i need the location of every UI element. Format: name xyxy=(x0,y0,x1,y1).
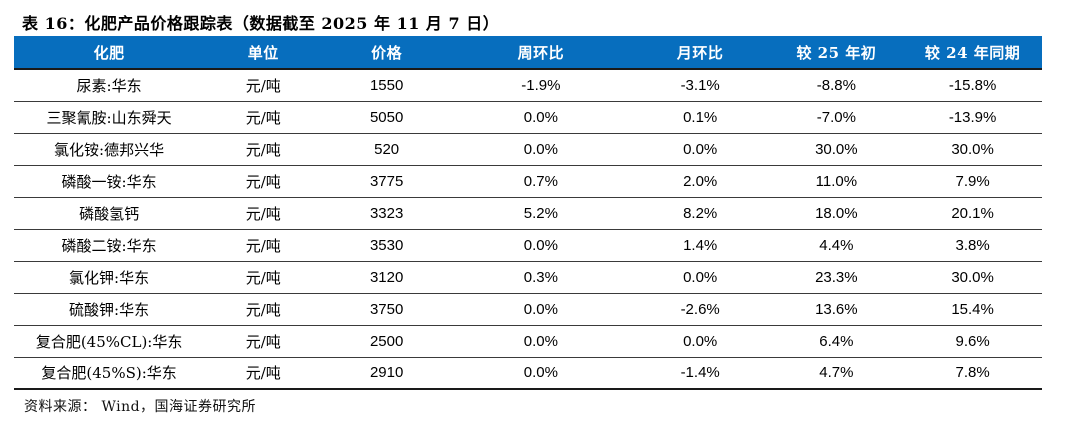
price-cell: 520 xyxy=(322,133,451,166)
ytd-change-cell: 30.0% xyxy=(769,133,904,166)
yoy-change-cell: 9.6% xyxy=(903,325,1042,358)
mom-cell: 8.2% xyxy=(630,197,770,230)
product-cell: 磷酸一铵:华东 xyxy=(14,165,205,198)
unit-cell: 元/吨 xyxy=(204,101,323,134)
yoy-change-cell: -13.9% xyxy=(903,101,1042,134)
header-mom: 月环比 xyxy=(630,36,770,70)
header-price: 价格 xyxy=(322,36,451,70)
header-wow: 周环比 xyxy=(450,36,631,70)
product-cell: 磷酸氢钙 xyxy=(14,197,205,230)
product-cell: 三聚氰胺:山东舜天 xyxy=(14,101,205,134)
unit-cell: 元/吨 xyxy=(204,165,323,198)
wow-cell: 0.0% xyxy=(450,293,631,326)
header-unit: 单位 xyxy=(204,36,323,70)
header-vs-24yoy: 较 24 年同期 xyxy=(903,36,1042,70)
product-cell: 复合肥(45%CL):华东 xyxy=(14,325,205,358)
ytd-change-cell: 4.4% xyxy=(769,229,904,262)
product-cell: 氯化铵:德邦兴华 xyxy=(14,133,205,166)
wow-cell: 0.0% xyxy=(450,133,631,166)
ytd-change-cell: 11.0% xyxy=(769,165,904,198)
mom-cell: 0.1% xyxy=(630,101,770,134)
ytd-change-cell: 18.0% xyxy=(769,197,904,230)
unit-cell: 元/吨 xyxy=(204,197,323,230)
price-cell: 3750 xyxy=(322,293,451,326)
wow-cell: 0.3% xyxy=(450,261,631,294)
yoy-change-cell: -15.8% xyxy=(903,69,1042,102)
mom-cell: 0.0% xyxy=(630,325,770,358)
yoy-change-cell: 30.0% xyxy=(903,133,1042,166)
mom-cell: -2.6% xyxy=(630,293,770,326)
yoy-change-cell: 3.8% xyxy=(903,229,1042,262)
ytd-change-cell: -8.8% xyxy=(769,69,904,102)
ytd-change-cell: -7.0% xyxy=(769,101,904,134)
table-row: 磷酸一铵:华东 元/吨 3775 0.7% 2.0% 11.0% 7.9% xyxy=(14,165,1042,198)
yoy-change-cell: 30.0% xyxy=(903,261,1042,294)
price-cell: 5050 xyxy=(322,101,451,134)
unit-cell: 元/吨 xyxy=(204,133,323,166)
ytd-change-cell: 4.7% xyxy=(769,357,904,390)
ytd-change-cell: 13.6% xyxy=(769,293,904,326)
table-row: 氯化铵:德邦兴华 元/吨 520 0.0% 0.0% 30.0% 30.0% xyxy=(14,133,1042,166)
data-source-note: 资料来源： Wind，国海证券研究所 xyxy=(24,399,257,415)
table-row: 磷酸二铵:华东 元/吨 3530 0.0% 1.4% 4.4% 3.8% xyxy=(14,229,1042,262)
product-cell: 硫酸钾:华东 xyxy=(14,293,205,326)
wow-cell: 0.7% xyxy=(450,165,631,198)
ytd-change-cell: 6.4% xyxy=(769,325,904,358)
wow-cell: -1.9% xyxy=(450,69,631,102)
ytd-change-cell: 23.3% xyxy=(769,261,904,294)
mom-cell: 1.4% xyxy=(630,229,770,262)
product-cell: 氯化钾:华东 xyxy=(14,261,205,294)
fertilizer-price-table: 化肥 单位 价格 周环比 月环比 较 25 年初 较 24 年同期 尿素:华东元… xyxy=(14,36,1042,390)
unit-cell: 元/吨 xyxy=(204,69,323,102)
product-cell: 磷酸二铵:华东 xyxy=(14,229,205,262)
unit-cell: 元/吨 xyxy=(204,357,323,390)
table-header-row: 化肥 单位 价格 周环比 月环比 较 25 年初 较 24 年同期 xyxy=(14,36,1042,70)
table-row: 氯化钾:华东 元/吨 3120 0.3% 0.0% 23.3% 30.0% xyxy=(14,261,1042,294)
price-cell: 3775 xyxy=(322,165,451,198)
mom-cell: 0.0% xyxy=(630,261,770,294)
product-cell: 复合肥(45%S):华东 xyxy=(14,357,205,390)
mom-cell: 2.0% xyxy=(630,165,770,198)
yoy-change-cell: 7.9% xyxy=(903,165,1042,198)
price-cell: 3120 xyxy=(322,261,451,294)
product-cell: 尿素:华东 xyxy=(14,69,205,102)
table-body: 尿素:华东 元/吨 1550 -1.9% -3.1% -8.8% -15.8% 三聚氰胺:山东… xyxy=(14,69,1042,390)
mom-cell: -1.4% xyxy=(630,357,770,390)
yoy-change-cell: 7.8% xyxy=(903,357,1042,390)
yoy-change-cell: 15.4% xyxy=(903,293,1042,326)
unit-cell: 元/吨 xyxy=(204,293,323,326)
price-cell: 2910 xyxy=(322,357,451,390)
mom-cell: 0.0% xyxy=(630,133,770,166)
table-row: 复合肥(45%CL):华东 元/吨 2500 0.0% 0.0% 6.4% 9.6% xyxy=(14,325,1042,358)
table-row: 尿素:华东 元/吨 1550 -1.9% -3.1% -8.8% -15.8% xyxy=(14,69,1042,102)
table-row: 三聚氰胺:山东舜天 元/吨 5050 0.0% 0.1% -7.0% -13.9% xyxy=(14,101,1042,134)
yoy-change-cell: 20.1% xyxy=(903,197,1042,230)
header-product: 化肥 xyxy=(14,36,205,70)
price-cell: 3323 xyxy=(322,197,451,230)
unit-cell: 元/吨 xyxy=(204,325,323,358)
price-cell: 2500 xyxy=(322,325,451,358)
unit-cell: 元/吨 xyxy=(204,261,323,294)
wow-cell: 5.2% xyxy=(450,197,631,230)
wow-cell: 0.0% xyxy=(450,229,631,262)
header-vs-25ytd: 较 25 年初 xyxy=(769,36,904,70)
price-cell: 3530 xyxy=(322,229,451,262)
table-title: 表 16：化肥产品价格跟踪表（数据截至 2025 年 11 月 7 日） xyxy=(22,14,500,33)
mom-cell: -3.1% xyxy=(630,69,770,102)
price-cell: 1550 xyxy=(322,69,451,102)
table-row: 硫酸钾:华东 元/吨 3750 0.0% -2.6% 13.6% 15.4% xyxy=(14,293,1042,326)
wow-cell: 0.0% xyxy=(450,357,631,390)
wow-cell: 0.0% xyxy=(450,101,631,134)
unit-cell: 元/吨 xyxy=(204,229,323,262)
table-row: 复合肥(45%S):华东 元/吨 2910 0.0% -1.4% 4.7% 7.8% xyxy=(14,357,1042,390)
wow-cell: 0.0% xyxy=(450,325,631,358)
table-row: 磷酸氢钙 元/吨 3323 5.2% 8.2% 18.0% 20.1% xyxy=(14,197,1042,230)
